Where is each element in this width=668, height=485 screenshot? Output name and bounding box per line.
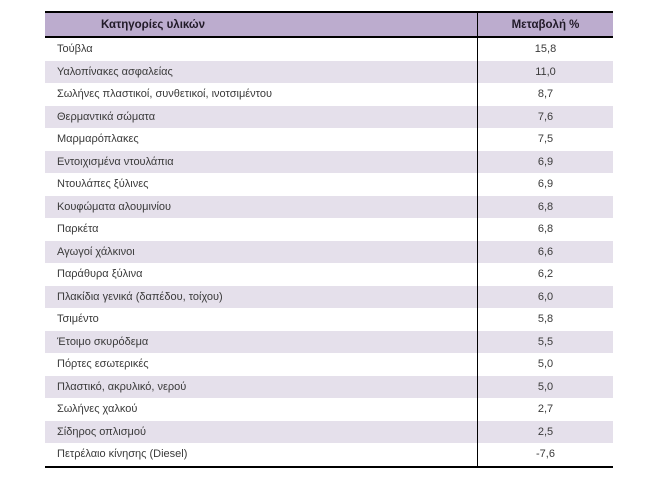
category-cell: Τούβλα xyxy=(57,43,93,56)
table-row: Παρκέτα 6,8 xyxy=(45,218,613,241)
change-cell: 7,5 xyxy=(477,128,613,151)
column-header-change-label: Μεταβολή % xyxy=(511,18,580,31)
table-row: Τούβλα 15,8 xyxy=(45,38,613,61)
materials-price-change-table: Κατηγορίες υλικών Μεταβολή % Τούβλα 15,8… xyxy=(45,11,613,468)
category-cell: Αγωγοί χάλκινοι xyxy=(57,245,135,258)
table-row: Παράθυρα ξύλινα 6,2 xyxy=(45,263,613,286)
table-row: Κουφώματα αλουμινίου 6,8 xyxy=(45,195,613,218)
table-row: Υαλοπίνακες ασφαλείας 11,0 xyxy=(45,60,613,83)
change-cell: 2,5 xyxy=(477,420,613,443)
table-row: Σωλήνες χαλκού 2,7 xyxy=(45,398,613,421)
change-cell: 6,0 xyxy=(477,285,613,308)
column-header-change: Μεταβολή % xyxy=(477,13,613,36)
change-cell: 5,8 xyxy=(477,308,613,331)
table-row: Θερμαντικά σώματα 7,6 xyxy=(45,105,613,128)
change-cell: 2,7 xyxy=(477,398,613,421)
change-cell: 6,8 xyxy=(477,195,613,218)
table-row: Πλακίδια γενικά (δαπέδου, τοίχου) 6,0 xyxy=(45,285,613,308)
change-cell: 8,7 xyxy=(477,83,613,106)
category-cell: Σίδηρος οπλισμού xyxy=(57,425,146,438)
table-row: Πόρτες εσωτερικές 5,0 xyxy=(45,353,613,376)
category-cell: Κουφώματα αλουμινίου xyxy=(57,200,172,213)
change-cell: 15,8 xyxy=(477,38,613,61)
column-header-categories: Κατηγορίες υλικών xyxy=(45,13,477,36)
change-cell: 5,5 xyxy=(477,330,613,353)
change-cell: 6,2 xyxy=(477,263,613,286)
table-row: Μαρμαρόπλακες 7,5 xyxy=(45,128,613,151)
column-header-categories-label: Κατηγορίες υλικών xyxy=(100,18,206,31)
change-cell: 5,0 xyxy=(477,375,613,398)
change-cell: -7,6 xyxy=(477,443,613,466)
table-row: Έτοιμο σκυρόδεμα 5,5 xyxy=(45,330,613,353)
table-row: Πετρέλαιο κίνησης (Diesel) -7,6 xyxy=(45,443,613,466)
category-cell: Ντουλάπες ξύλινες xyxy=(57,178,149,191)
table-row: Πλαστικό, ακρυλικό, νερού 5,0 xyxy=(45,375,613,398)
category-cell: Έτοιμο σκυρόδεμα xyxy=(57,335,149,348)
category-cell: Μαρμαρόπλακες xyxy=(57,133,139,146)
table-row: Σωλήνες πλαστικοί, συνθετικοί, ινοτσιμέν… xyxy=(45,83,613,106)
change-cell: 6,9 xyxy=(477,173,613,196)
category-cell: Θερμαντικά σώματα xyxy=(57,110,156,123)
table-header-row: Κατηγορίες υλικών Μεταβολή % xyxy=(45,13,613,38)
category-cell: Τσιμέντο xyxy=(57,313,99,326)
change-cell: 11,0 xyxy=(477,60,613,83)
change-cell: 5,0 xyxy=(477,353,613,376)
category-cell: Σωλήνες χαλκού xyxy=(57,403,138,416)
category-cell: Παρκέτα xyxy=(57,223,99,236)
category-cell: Σωλήνες πλαστικοί, συνθετικοί, ινοτσιμέν… xyxy=(57,88,273,101)
change-cell: 7,6 xyxy=(477,105,613,128)
table-body: Τούβλα 15,8 Υαλοπίνακες ασφαλείας 11,0 Σ… xyxy=(45,38,613,466)
category-cell: Πόρτες εσωτερικές xyxy=(57,358,149,371)
table-row: Τσιμέντο 5,8 xyxy=(45,308,613,331)
table-row: Αγωγοί χάλκινοι 6,6 xyxy=(45,240,613,263)
category-cell: Πετρέλαιο κίνησης (Diesel) xyxy=(57,448,188,461)
category-cell: Εντοιχισμένα ντουλάπια xyxy=(57,155,174,168)
category-cell: Υαλοπίνακες ασφαλείας xyxy=(57,65,173,78)
category-cell: Πλακίδια γενικά (δαπέδου, τοίχου) xyxy=(57,290,223,303)
change-cell: 6,6 xyxy=(477,240,613,263)
table-row: Σίδηρος οπλισμού 2,5 xyxy=(45,420,613,443)
category-cell: Παράθυρα ξύλινα xyxy=(57,268,143,281)
change-cell: 6,9 xyxy=(477,150,613,173)
category-cell: Πλαστικό, ακρυλικό, νερού xyxy=(57,380,187,393)
change-cell: 6,8 xyxy=(477,218,613,241)
table-row: Ντουλάπες ξύλινες 6,9 xyxy=(45,173,613,196)
table-row: Εντοιχισμένα ντουλάπια 6,9 xyxy=(45,150,613,173)
